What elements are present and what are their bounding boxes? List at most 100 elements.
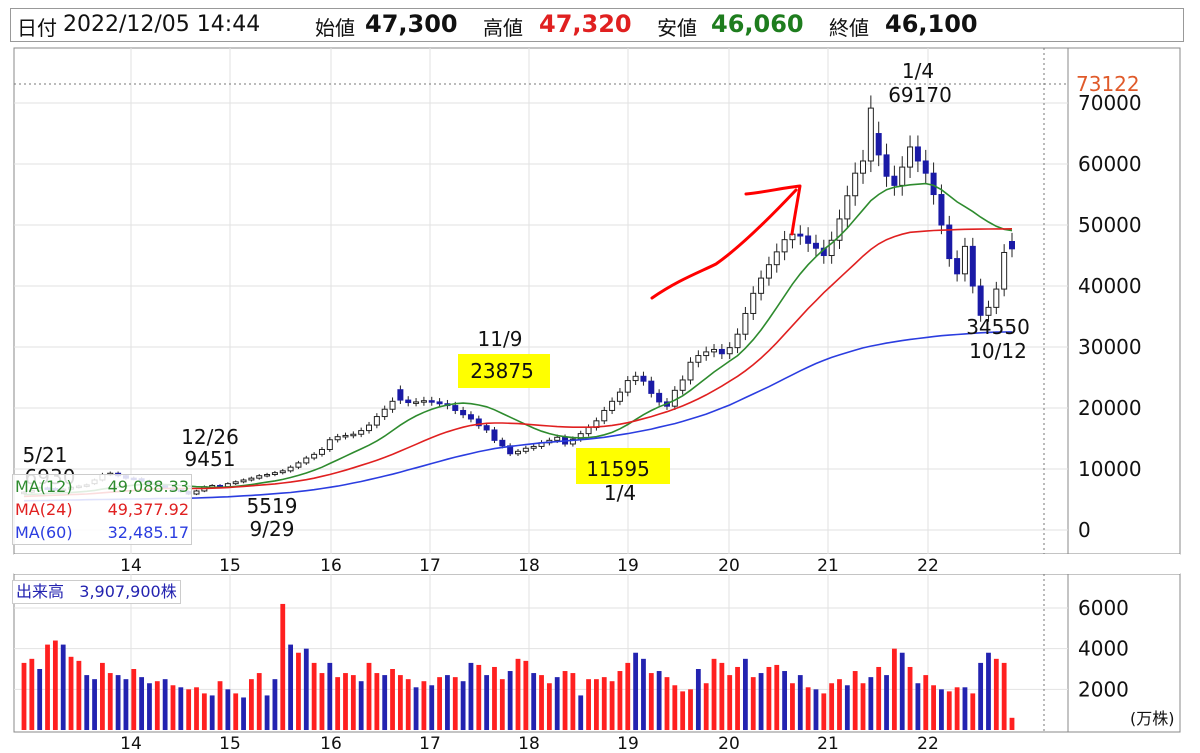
volume-label: 出来高 [16,582,65,601]
volume-bar-down [484,675,490,730]
volume-bar-up [374,673,380,730]
candle [758,270,765,301]
candle-down [467,414,474,420]
candle [287,465,294,473]
volume-bar-up [421,681,427,730]
candle [671,386,678,410]
volume-bar-down [742,658,748,730]
candle [609,397,616,415]
x-tick-label: 17 [419,556,441,576]
candle [358,427,365,438]
volume-bar-up [52,640,58,730]
candle-up [420,400,427,403]
candle [969,237,976,294]
candle [428,396,435,406]
candle-down [640,375,647,382]
candle [193,489,200,496]
high-value: 47,320 [539,10,632,38]
price-tick-label: 30000 [1078,335,1142,359]
volume-bar-up [735,666,740,730]
candle-up [240,479,247,483]
low-label: 安値 [657,16,697,40]
volume-bar-up [397,675,403,730]
candle-up [616,391,623,402]
candle-down [483,425,490,431]
candle [656,389,663,406]
candle [248,476,255,482]
volume-bar-up [499,679,505,730]
candle-up [515,450,521,455]
candle [499,437,506,449]
candle-up [318,448,325,455]
volume-bar-down [554,677,560,730]
candle [781,230,788,261]
candle-down [405,399,412,404]
price-axis: 0 10000 20000 30000 40000 50000 60000 700007312… [1076,72,1142,542]
volume-bar-down [445,675,450,730]
candle-down [397,389,404,401]
candle-up [867,107,874,162]
volume-bar-up [366,662,372,730]
ma60-label: MA(60) [15,523,73,542]
candle [460,406,467,419]
ma12-label: MA(12) [15,477,73,496]
candle [420,396,427,406]
candle [914,135,921,173]
highlight-box [458,354,550,388]
x-tick-label: 20 [718,556,740,576]
candle-up [765,264,772,279]
volume-bar-up [829,683,835,730]
volume-bar-up [45,644,50,730]
volume-bar-up [766,666,772,730]
volume-bar-down [460,681,466,730]
volume-bar-up [217,681,223,730]
ma60-legend: MA(60) 32,485.17 [13,521,191,544]
candle-up [860,160,867,174]
volume-bar-up [954,687,960,730]
candle-up [350,433,357,437]
annotation-date: 10/12 [969,339,1027,363]
candle [530,443,537,451]
candle-up [342,434,349,438]
volume-bar-down [115,675,121,730]
volume-bar-up [546,683,552,730]
candle [930,162,937,205]
volume-bar-up [946,691,952,730]
candle-down [805,235,812,244]
x-tick-label: 17 [419,734,441,750]
candle [467,411,474,423]
x-tick-label: 18 [518,556,540,576]
candle-up [836,218,843,241]
stock-chart: 5/21693012/26945155199/2911/923875115951… [13,47,1181,750]
candle-up [781,239,788,253]
annotation-value: 69170 [888,83,952,107]
candle [491,426,498,444]
volume-bar-up [891,648,897,730]
candle [867,95,874,173]
volume-tick-label: 4000 [1078,637,1129,661]
volume-bar-down [139,677,145,730]
volume-bar-down [531,673,537,730]
candle [436,398,443,408]
volume-bar-up [672,685,678,730]
volume-bar-up [876,666,882,730]
candle [342,432,349,440]
candle [326,437,333,452]
x-tick-label: 16 [320,734,342,750]
candle [985,300,992,322]
candle-up [522,447,529,452]
volume-bar-down [37,669,43,730]
volume-bar-up [805,687,811,730]
candle-up [530,445,537,449]
candle-up [907,146,914,168]
price-tick-label: 10000 [1078,457,1142,481]
candle-up [264,473,271,477]
volume-bar-up [350,675,356,730]
candle-up [734,333,741,349]
volume-bar-down [578,695,584,730]
candle [891,165,898,196]
candle-up [569,438,576,445]
candle [279,469,286,475]
volume-bar-up [688,689,693,730]
candle [695,350,702,368]
